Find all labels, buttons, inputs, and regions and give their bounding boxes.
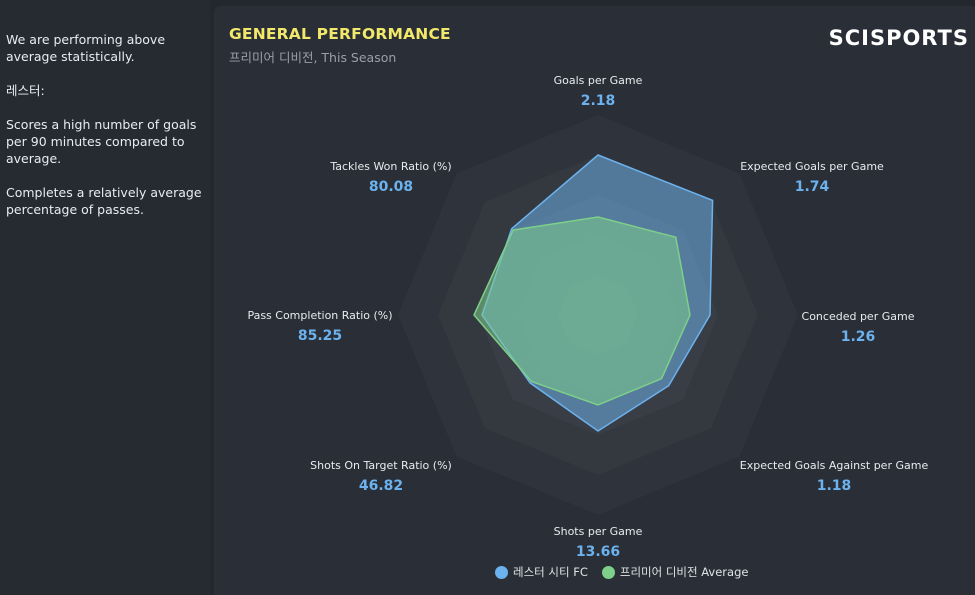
axis-value-2: 1.26: [841, 329, 876, 345]
insight-team-label: 레스터:: [6, 83, 45, 98]
chart-legend: 레스터 시티 FC 프리미어 디비전 Average: [495, 564, 762, 580]
scisports-logo: SCISPORTS: [828, 26, 969, 50]
axis-value-1: 1.74: [795, 179, 830, 195]
insight-passes: Completes a relatively average percentag…: [6, 185, 202, 217]
legend-swatch-average: [601, 565, 615, 579]
legend-item-average[interactable]: 프리미어 디비전 Average: [601, 564, 749, 580]
insight-summary: We are performing above average statisti…: [6, 32, 166, 64]
axis-value-3: 1.18: [817, 478, 852, 494]
axis-label-5: Shots On Target Ratio (%): [310, 459, 452, 472]
radar-series-average: [473, 216, 691, 406]
legend-label-average: 프리미어 디비전 Average: [619, 565, 749, 579]
axis-label-0: Goals per Game: [554, 74, 643, 87]
axis-value-0: 2.18: [581, 93, 616, 109]
axis-label-3: Expected Goals Against per Game: [740, 459, 929, 472]
axis-label-7: Tackles Won Ratio (%): [329, 160, 451, 173]
axis-value-4: 13.66: [576, 544, 620, 560]
legend-item-team[interactable]: 레스터 시티 FC: [495, 564, 588, 580]
axis-label-1: Expected Goals per Game: [740, 160, 884, 173]
legend-swatch-team: [495, 565, 508, 579]
axis-label-6: Pass Completion Ratio (%): [247, 309, 392, 322]
axis-value-6: 85.25: [298, 328, 342, 344]
chart-subtitle: 프리미어 디비전, This Season: [229, 50, 397, 65]
insight-goals: Scores a high number of goals per 90 min…: [6, 117, 197, 166]
axis-label-4: Shots per Game: [554, 525, 643, 538]
axis-value-7: 80.08: [369, 179, 413, 195]
axis-label-2: Conceded per Game: [802, 310, 915, 323]
chart-title: GENERAL PERFORMANCE: [229, 25, 451, 43]
legend-label-team: 레스터 시티 FC: [513, 565, 588, 579]
insight-sidebar: We are performing above average statisti…: [0, 0, 210, 595]
axis-value-5: 46.82: [359, 478, 403, 494]
